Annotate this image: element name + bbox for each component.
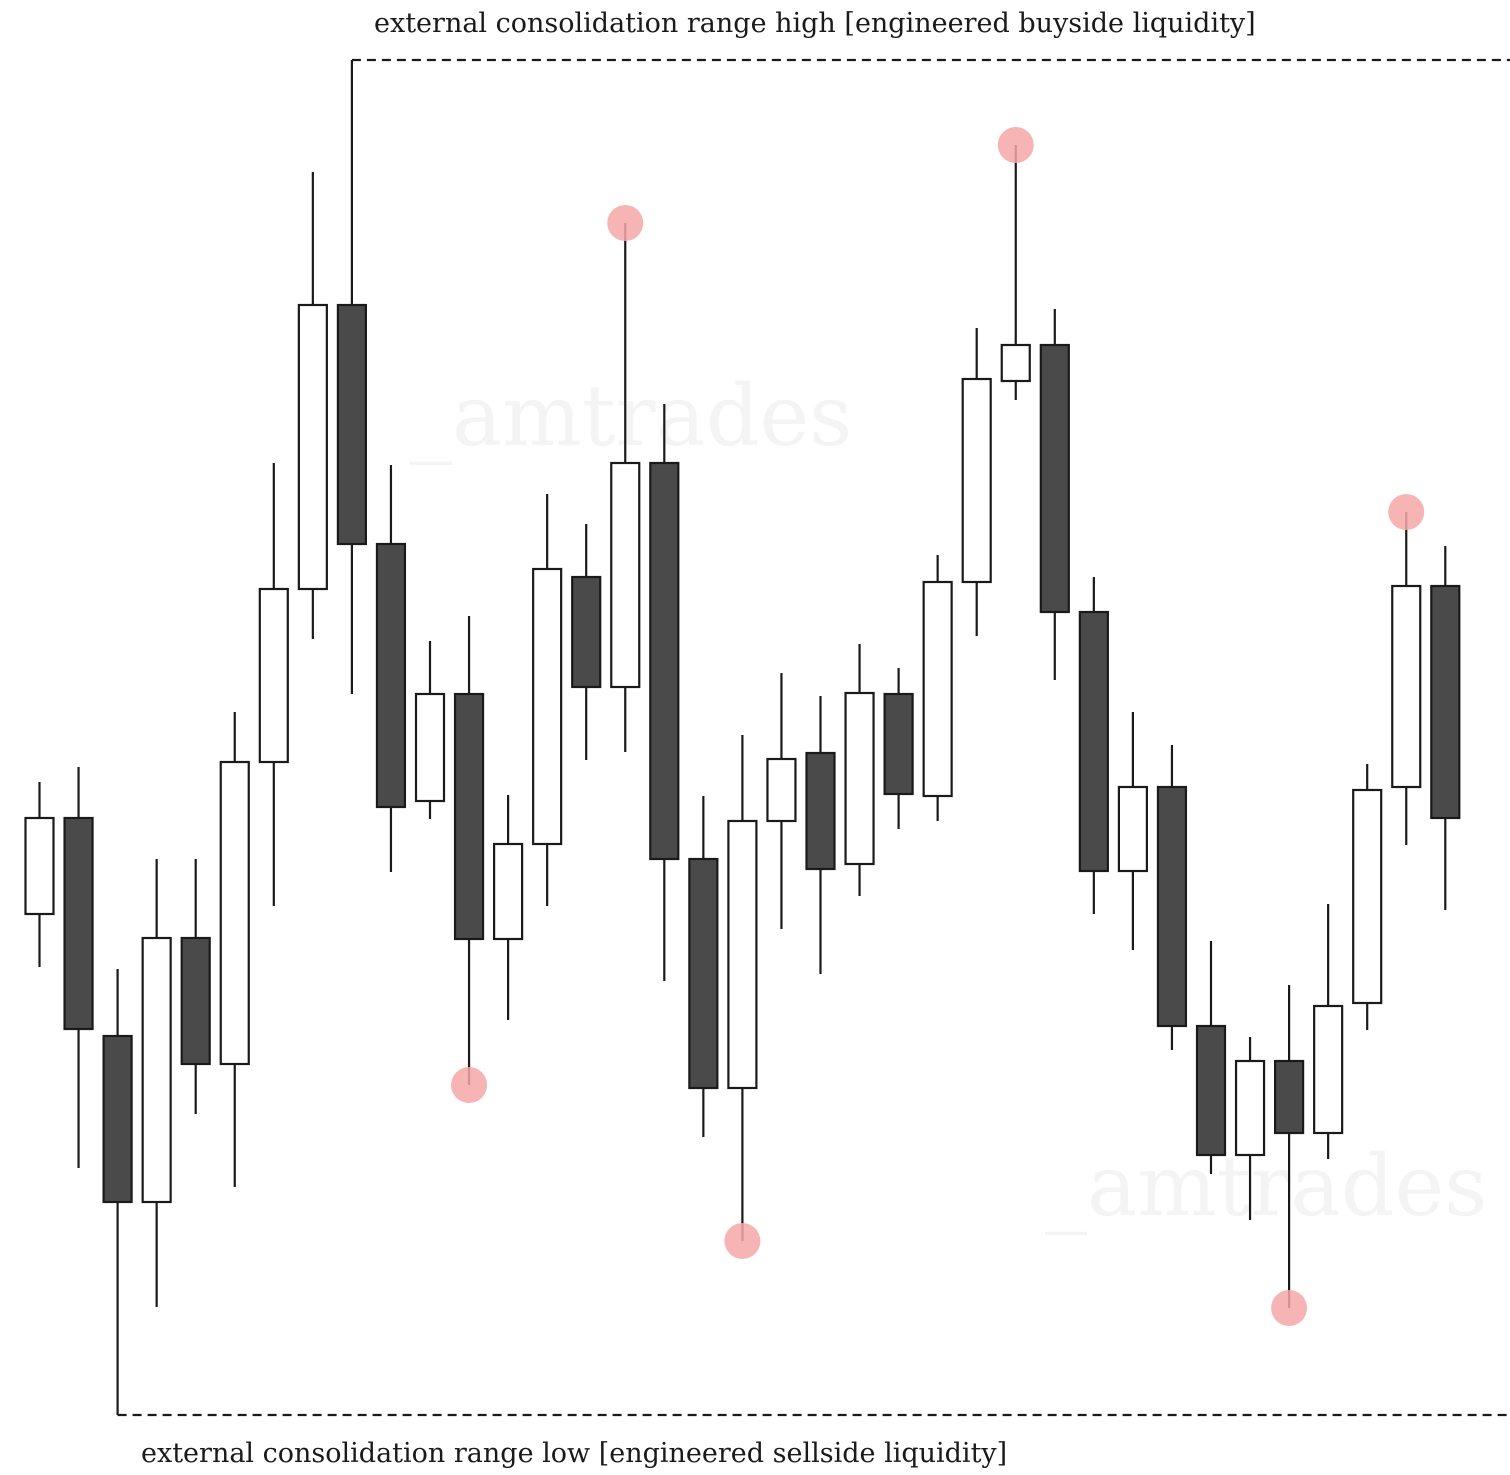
candle	[377, 465, 405, 872]
candle	[924, 555, 952, 821]
candle	[885, 668, 913, 829]
candle	[26, 782, 54, 967]
candle	[533, 494, 561, 906]
bullish-candle-body	[533, 569, 561, 844]
candle	[1353, 764, 1381, 1030]
bearish-candle-body	[1041, 345, 1069, 612]
candle	[1314, 904, 1342, 1159]
bullish-candle-body	[260, 589, 288, 762]
bullish-candle-body	[1353, 790, 1381, 1003]
candle	[1002, 145, 1030, 400]
bullish-candle-body	[611, 463, 639, 687]
bullish-candle-body	[1002, 345, 1030, 381]
bullish-candle-body	[143, 938, 171, 1202]
bearish-candle-body	[338, 305, 366, 544]
candle	[221, 712, 249, 1187]
candle	[650, 404, 678, 981]
liquidity-marker-dot	[451, 1067, 487, 1103]
liquidity-marker-dot	[607, 205, 643, 241]
candle	[1431, 546, 1459, 910]
liquidity-marker-dot	[1388, 494, 1424, 530]
candle	[611, 223, 639, 752]
bullish-candle-body	[1236, 1061, 1264, 1155]
candle	[416, 641, 444, 819]
bullish-candle-body	[416, 694, 444, 801]
candle	[728, 735, 756, 1241]
candle	[182, 859, 210, 1114]
bearish-candle-body	[572, 577, 600, 687]
bullish-candle-body	[221, 762, 249, 1064]
candle	[1041, 309, 1069, 680]
bullish-candle-body	[846, 693, 874, 864]
candle	[494, 795, 522, 1020]
bearish-candle-body	[1275, 1061, 1303, 1133]
candle	[1392, 512, 1420, 845]
bearish-candle-body	[104, 1036, 132, 1202]
bullish-candle-body	[924, 582, 952, 796]
watermark-text-2: _amtrades	[1045, 1137, 1487, 1235]
bullish-candle-body	[1119, 787, 1147, 871]
candle	[338, 60, 366, 694]
liquidity-marker-dot	[998, 127, 1034, 163]
candle	[104, 969, 132, 1415]
candle	[299, 172, 327, 639]
candle	[572, 524, 600, 760]
bearish-candle-body	[377, 544, 405, 807]
range-high-label: external consolidation range high [engin…	[374, 8, 1256, 39]
candle	[807, 696, 835, 974]
candle	[455, 616, 483, 1085]
liquidity-marker-dot	[1271, 1290, 1307, 1326]
bearish-candle-body	[455, 694, 483, 939]
candle	[1119, 712, 1147, 950]
bullish-candle-body	[767, 759, 795, 821]
candle	[65, 767, 93, 1168]
candle	[1158, 745, 1186, 1050]
candle	[846, 644, 874, 896]
bearish-candle-body	[1431, 586, 1459, 818]
candle	[260, 463, 288, 906]
bullish-candle-body	[728, 821, 756, 1088]
bullish-candle-body	[494, 844, 522, 939]
bearish-candle-body	[807, 753, 835, 869]
bullish-candle-body	[1314, 1006, 1342, 1133]
bullish-candle-body	[26, 818, 54, 914]
bullish-candle-body	[299, 305, 327, 589]
liquidity-marker-dot	[724, 1223, 760, 1259]
range-low-label: external consolidation range low [engine…	[141, 1438, 1007, 1469]
bearish-candle-body	[182, 938, 210, 1064]
candle	[1080, 577, 1108, 914]
bullish-candle-body	[1392, 586, 1420, 787]
bearish-candle-body	[1158, 787, 1186, 1026]
bearish-candle-body	[689, 859, 717, 1088]
bullish-candle-body	[963, 379, 991, 582]
candle	[963, 328, 991, 636]
candle	[143, 859, 171, 1307]
watermark-text-1: _amtrades	[410, 367, 852, 465]
candle	[767, 673, 795, 929]
bearish-candle-body	[1080, 612, 1108, 871]
bearish-candle-body	[885, 694, 913, 794]
candle	[689, 796, 717, 1137]
candle	[1197, 941, 1225, 1174]
bearish-candle-body	[1197, 1026, 1225, 1155]
bearish-candle-body	[650, 463, 678, 859]
bearish-candle-body	[65, 818, 93, 1029]
